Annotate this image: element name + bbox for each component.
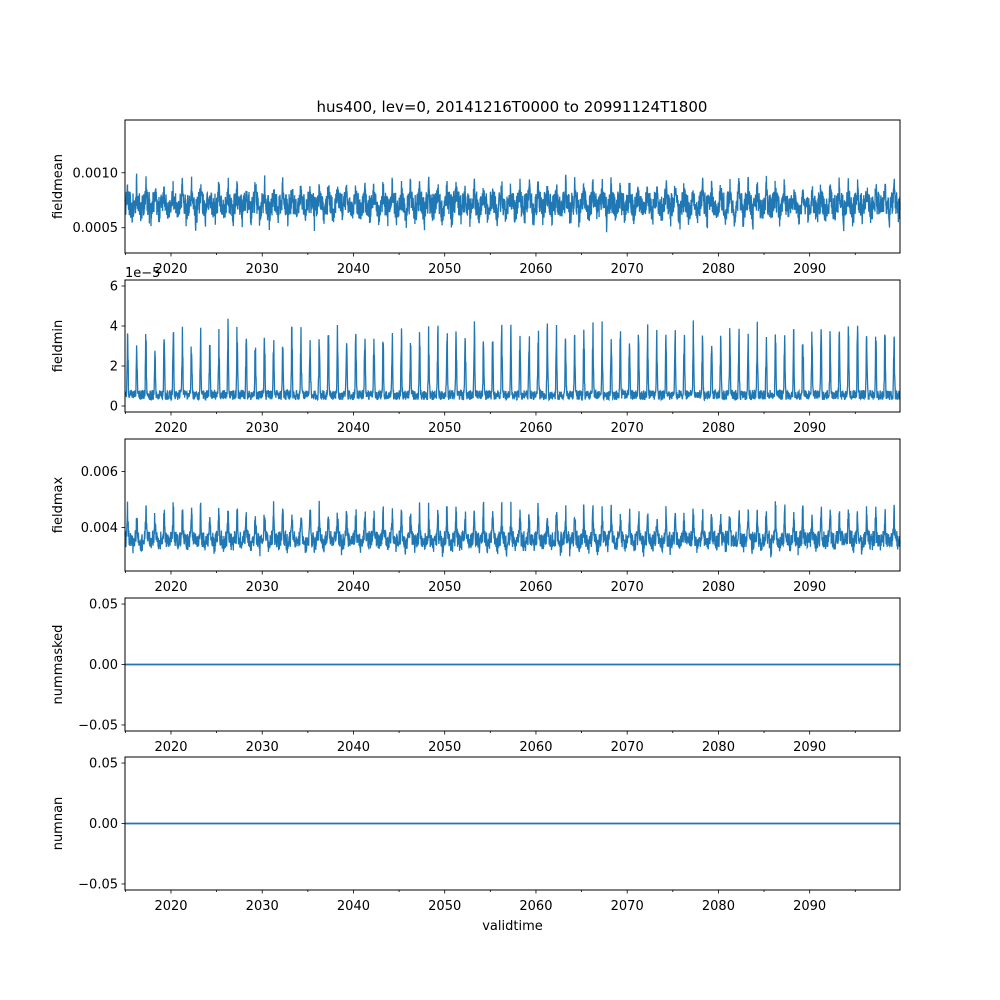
x-tick-label: 2090 xyxy=(793,262,826,277)
y-tick-label: 0.004 xyxy=(81,521,118,536)
x-tick-label: 2050 xyxy=(428,899,461,914)
y-axis-label: fieldmax xyxy=(51,477,66,534)
x-tick-label: 2080 xyxy=(702,580,735,595)
x-tick-label: 2050 xyxy=(428,740,461,755)
y-offset-text: 1e−5 xyxy=(125,266,160,281)
x-tick-label: 2080 xyxy=(702,262,735,277)
x-tick-label: 2020 xyxy=(154,580,187,595)
x-tick-label: 2030 xyxy=(246,740,279,755)
x-tick-label: 2070 xyxy=(611,262,644,277)
x-tick-label: 2050 xyxy=(428,580,461,595)
y-tick-label: 0.05 xyxy=(89,598,118,613)
subplots: 2020 2030 2040 2050 2060 2070 2080 2090 0.0005 0.… xyxy=(51,119,901,934)
x-tick-label: 2060 xyxy=(519,580,552,595)
series-line-fieldmean xyxy=(124,173,901,233)
subplot-nummasked: 2020 2030 2040 2050 2060 2070 2080 2090 −0.05 0.0… xyxy=(51,597,901,755)
x-tick-label: 2090 xyxy=(793,421,826,436)
x-tick-label: 2020 xyxy=(154,421,187,436)
x-tick-label: 2060 xyxy=(519,421,552,436)
x-tick-label: 2080 xyxy=(702,899,735,914)
y-axis-label: fieldmean xyxy=(51,154,66,219)
x-tick-label: 2060 xyxy=(519,740,552,755)
y-tick-label: 6 xyxy=(110,280,118,295)
y-tick-label: −0.05 xyxy=(78,877,118,892)
y-tick-label: 0.00 xyxy=(89,658,118,673)
x-tick-label: 2030 xyxy=(246,262,279,277)
y-tick-label: 2 xyxy=(110,360,118,375)
plot-frame xyxy=(124,119,901,254)
x-tick-label: 2070 xyxy=(611,580,644,595)
subplot-fieldmin: 2020 2030 2040 2050 2060 2070 2080 2090 0 2 4 6 1e−5… xyxy=(51,266,901,436)
x-tick-label: 2060 xyxy=(519,262,552,277)
plot-frame xyxy=(124,438,901,572)
subplot-fieldmean: 2020 2030 2040 2050 2060 2070 2080 2090 0.0005 0.… xyxy=(51,119,901,277)
x-tick-label: 2020 xyxy=(154,740,187,755)
x-tick-label: 2030 xyxy=(246,580,279,595)
x-tick-label: 2040 xyxy=(337,740,370,755)
subplot-fieldmax: 2020 2030 2040 2050 2060 2070 2080 2090 0.004 0.0… xyxy=(51,438,901,595)
x-tick-label: 2070 xyxy=(611,421,644,436)
x-tick-label: 2080 xyxy=(702,421,735,436)
y-tick-label: 0.0005 xyxy=(73,221,119,236)
x-tick-label: 2040 xyxy=(337,899,370,914)
series-line-fieldmax xyxy=(124,500,901,558)
x-tick-label: 2040 xyxy=(337,580,370,595)
x-tick-label: 2030 xyxy=(246,899,279,914)
y-axis-label: nummasked xyxy=(51,625,66,705)
y-tick-label: 0.006 xyxy=(81,465,118,480)
x-tick-label: 2070 xyxy=(611,899,644,914)
series-line-fieldmin xyxy=(124,318,901,402)
chart-title: hus400, lev=0, 20141216T0000 to 20991124… xyxy=(317,98,708,116)
x-axis-label: validtime xyxy=(482,919,543,934)
y-tick-label: 0 xyxy=(110,400,118,415)
x-tick-label: 2030 xyxy=(246,421,279,436)
x-tick-label: 2040 xyxy=(337,421,370,436)
x-tick-label: 2050 xyxy=(428,421,461,436)
x-tick-label: 2060 xyxy=(519,899,552,914)
x-tick-label: 2020 xyxy=(154,899,187,914)
plot-frame xyxy=(124,279,901,413)
x-tick-label: 2090 xyxy=(793,899,826,914)
subplot-numnan: 2020 2030 2040 2050 2060 2070 2080 2090 −0.05 0.0… xyxy=(51,756,901,934)
y-tick-label: 0.00 xyxy=(89,817,118,832)
y-tick-label: 0.05 xyxy=(89,757,118,772)
y-axis-label: numnan xyxy=(51,797,66,851)
x-tick-label: 2020 xyxy=(154,262,187,277)
x-tick-label: 2070 xyxy=(611,740,644,755)
y-axis-label: fieldmin xyxy=(51,320,66,373)
y-tick-label: 0.0010 xyxy=(73,166,119,181)
x-tick-label: 2080 xyxy=(702,740,735,755)
x-tick-label: 2040 xyxy=(337,262,370,277)
x-tick-label: 2090 xyxy=(793,580,826,595)
y-tick-label: −0.05 xyxy=(78,718,118,733)
y-tick-label: 4 xyxy=(110,320,118,335)
x-tick-label: 2050 xyxy=(428,262,461,277)
x-tick-label: 2090 xyxy=(793,740,826,755)
